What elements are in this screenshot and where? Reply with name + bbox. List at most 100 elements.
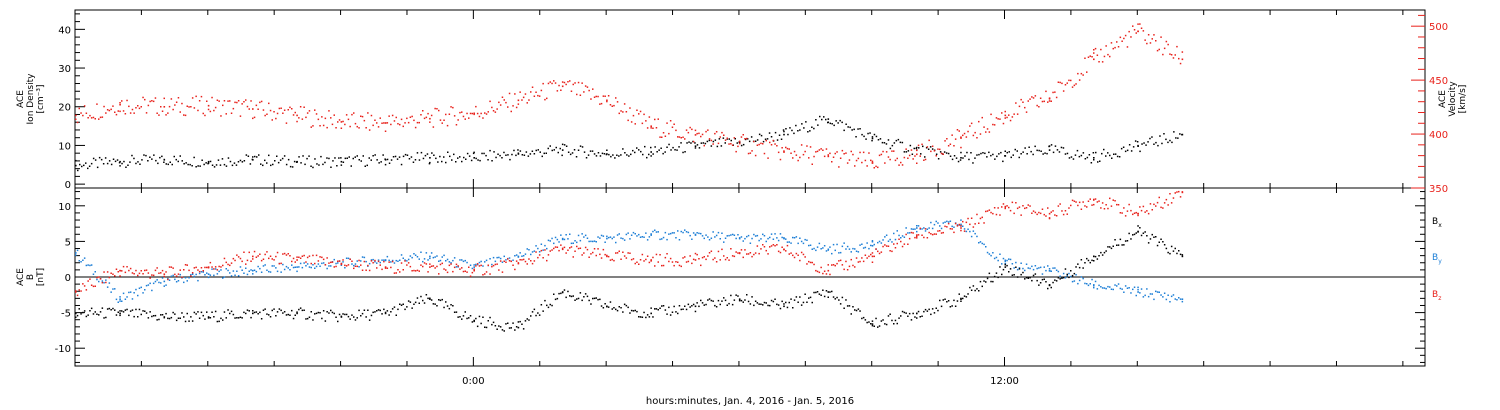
velocity-point [823,155,826,158]
density-point [466,152,469,155]
velocity-point [544,98,546,101]
bx-point [363,309,366,311]
by-point [179,273,181,276]
by-point-point [783,237,785,240]
bz-point [1110,205,1113,207]
bx-point [211,311,213,313]
bx-point [691,305,693,307]
density-point [1090,162,1093,164]
bx-point [689,306,691,308]
velocity-point [1054,91,1056,93]
by-point [129,291,132,293]
by-point [558,241,560,243]
bz-point [540,249,543,252]
by-point [719,238,721,240]
density-point [742,143,745,146]
bx-point [900,315,902,317]
by-point [602,235,605,237]
by-point-point [650,234,652,236]
density-point [805,121,807,123]
by-point [1047,265,1049,267]
density-point [1116,155,1119,158]
by-point [599,237,601,239]
bz-point-point [163,273,166,275]
bx-point [137,316,139,318]
by-point [896,230,898,232]
density-point [674,149,676,151]
density-point [1050,144,1053,146]
by-point [749,242,752,244]
bx-point [584,293,587,295]
bz-point [121,270,123,272]
by-point [680,230,682,233]
velocity-point [735,150,737,153]
bx-point [648,316,651,318]
bz-point [864,254,867,256]
bz-point [917,234,920,236]
velocity-point [705,130,707,133]
bz-point [993,207,996,209]
by-point [1031,265,1033,268]
by-point-point [827,248,830,251]
bz-point [211,266,213,268]
bz-point [181,276,183,279]
bz-point [83,285,86,287]
bz-point [250,260,252,262]
density-point [1155,141,1157,144]
velocity-point [186,105,188,107]
density-point [433,154,435,156]
density-point [1149,137,1151,140]
velocity-point-point [75,114,77,117]
bz-point [905,233,907,236]
bx-point [882,319,884,321]
bz-point [808,260,810,263]
bz-point [956,225,959,227]
by-point [846,245,849,248]
velocity-point [1110,42,1113,44]
velocity-point [397,123,399,125]
density-point [143,154,145,156]
density-point [549,145,551,147]
density-point [193,156,195,159]
bz-point [531,262,534,265]
velocity-point [675,129,677,132]
density-point [561,154,563,157]
by-point [574,240,576,242]
by-point [1034,265,1037,267]
bx-point [530,315,532,317]
by-point [1029,267,1031,270]
bx-point [1039,282,1042,284]
bz-point [275,255,277,258]
bz-point [528,258,530,260]
bx-point [145,312,148,314]
density-point [720,145,723,147]
by-point [762,233,764,236]
bx-point [291,309,293,312]
bx-point [1167,251,1169,254]
bz-point [618,250,620,252]
density-point [774,131,777,134]
by-point [645,232,647,234]
density-point [390,159,393,161]
bx-point [588,299,590,302]
bx-point [147,317,150,319]
velocity-point [607,95,610,97]
density-point [334,157,336,159]
bz-point [567,249,569,251]
by-point [172,274,174,277]
by-point [438,260,440,262]
velocity-point [845,152,847,154]
bz-point [498,269,500,271]
by-point [731,233,734,236]
velocity-point-point [384,122,387,124]
bx-point [374,311,376,313]
bz-point [953,231,955,234]
by-point [1151,293,1153,295]
velocity-point [521,99,523,101]
bx-point [581,299,583,302]
velocity-point [574,82,576,84]
bz-point [1041,208,1044,210]
y-tick-label: -5 [61,309,71,320]
velocity-point [846,162,849,164]
bx-point [1132,234,1134,236]
